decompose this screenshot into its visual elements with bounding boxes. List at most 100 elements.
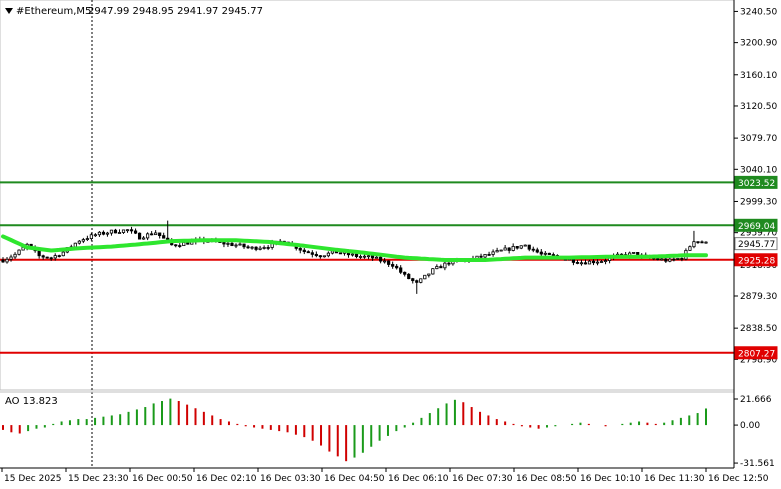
candle bbox=[543, 251, 547, 256]
candle bbox=[262, 245, 266, 250]
level-tag-label: 2807.27 bbox=[738, 349, 775, 359]
candle bbox=[258, 245, 262, 251]
chart-header: #Ethereum,M5 2947.99 2948.95 2941.97 294… bbox=[5, 6, 263, 17]
candle bbox=[250, 246, 254, 250]
candle bbox=[129, 226, 134, 234]
candle bbox=[125, 229, 130, 233]
price-panel: 3240.50 3200.90 3160.10 3120.50 3079.70 3040.… bbox=[0, 0, 778, 467]
price-tick-label: 3040.10 bbox=[740, 165, 777, 175]
ao-tick-label: -31.561 bbox=[740, 459, 775, 469]
candle bbox=[700, 240, 704, 244]
candle bbox=[150, 231, 154, 236]
candle bbox=[399, 265, 403, 275]
candle bbox=[435, 264, 439, 270]
level-tag-label: 3023.52 bbox=[738, 179, 775, 189]
price-tick-label: 2999.30 bbox=[740, 197, 777, 207]
moving-average-line bbox=[1, 234, 708, 262]
candle bbox=[587, 259, 592, 265]
candle bbox=[162, 232, 166, 239]
candle bbox=[531, 246, 535, 253]
candle bbox=[603, 257, 608, 265]
candle bbox=[45, 256, 49, 259]
candle bbox=[387, 260, 391, 267]
candle bbox=[595, 259, 600, 266]
candle bbox=[137, 232, 142, 240]
level-tags: 3023.52 2969.04 2945.77 2925.28 2807.27 bbox=[734, 175, 778, 360]
candle bbox=[632, 252, 636, 254]
candle bbox=[234, 243, 238, 249]
candle bbox=[487, 251, 491, 256]
candle bbox=[113, 228, 118, 234]
candle bbox=[688, 245, 692, 251]
candle bbox=[447, 262, 451, 267]
candle bbox=[9, 254, 13, 262]
candle bbox=[53, 253, 57, 261]
candle bbox=[154, 230, 158, 236]
candle bbox=[141, 235, 146, 240]
time-tick-label: 15 Dec 2025 bbox=[4, 474, 62, 484]
ohlc-values: 2947.99 2948.95 2941.97 2945.77 bbox=[88, 6, 263, 17]
candle bbox=[439, 264, 443, 269]
candle bbox=[696, 241, 700, 244]
candle bbox=[539, 249, 543, 257]
time-tick-label: 16 Dec 10:10 bbox=[580, 474, 641, 484]
time-tick-label: 16 Dec 02:10 bbox=[196, 474, 257, 484]
level-tag: 2969.04 bbox=[734, 218, 778, 232]
time-tick-label: 16 Dec 12:50 bbox=[708, 474, 769, 484]
candle bbox=[672, 257, 676, 262]
candle bbox=[423, 274, 427, 280]
candle bbox=[81, 237, 85, 244]
level-tag-label: 2969.04 bbox=[738, 222, 775, 232]
candle bbox=[97, 231, 102, 237]
ao-title: AO 13.823 bbox=[5, 396, 58, 407]
candle bbox=[692, 230, 696, 249]
candle bbox=[117, 229, 122, 234]
ao-bars bbox=[2, 398, 707, 462]
candle bbox=[310, 250, 314, 258]
level-lines bbox=[0, 181, 734, 354]
candle bbox=[358, 254, 363, 259]
candle bbox=[246, 245, 250, 249]
ao-tick-label: 21.666 bbox=[740, 395, 772, 405]
time-tick-label: 16 Dec 00:50 bbox=[132, 474, 193, 484]
candle bbox=[57, 254, 61, 258]
candle bbox=[383, 257, 387, 264]
candle bbox=[407, 273, 411, 280]
price-tick-label: 2879.30 bbox=[740, 292, 777, 302]
candle bbox=[101, 230, 106, 236]
candle bbox=[515, 246, 519, 250]
ao-axis: 21.666 0.00 -31.561 bbox=[734, 395, 775, 469]
candle bbox=[391, 261, 395, 269]
candle bbox=[419, 278, 423, 284]
candle bbox=[158, 232, 162, 239]
candle bbox=[121, 229, 126, 234]
price-tick-label: 3200.90 bbox=[740, 39, 777, 49]
candle bbox=[443, 261, 447, 271]
candle bbox=[146, 232, 150, 241]
candle bbox=[1, 257, 5, 263]
price-tick-label: 3079.70 bbox=[740, 134, 777, 144]
candle bbox=[133, 228, 138, 235]
time-tick-label: 16 Dec 11:30 bbox=[644, 474, 705, 484]
candle bbox=[583, 259, 588, 265]
symbol-dropdown-icon[interactable] bbox=[5, 8, 13, 14]
candle bbox=[427, 273, 431, 278]
candle bbox=[318, 254, 322, 259]
candle bbox=[302, 248, 306, 255]
candle bbox=[105, 231, 110, 237]
time-tick-label: 16 Dec 08:50 bbox=[516, 474, 577, 484]
candle bbox=[362, 254, 367, 259]
candle bbox=[306, 250, 310, 254]
level-tag-label: 2945.77 bbox=[738, 240, 775, 250]
candle bbox=[266, 245, 270, 251]
time-tick-label: 16 Dec 04:50 bbox=[324, 474, 385, 484]
candle bbox=[507, 247, 511, 254]
candle bbox=[704, 241, 708, 244]
candle bbox=[5, 257, 9, 264]
candle bbox=[298, 246, 302, 254]
level-tag: 2945.77 bbox=[734, 237, 778, 251]
candle bbox=[93, 233, 97, 237]
time-tick-label: 16 Dec 03:30 bbox=[260, 474, 321, 484]
price-tick-label: 2798.90 bbox=[740, 355, 777, 365]
candle bbox=[178, 243, 182, 248]
